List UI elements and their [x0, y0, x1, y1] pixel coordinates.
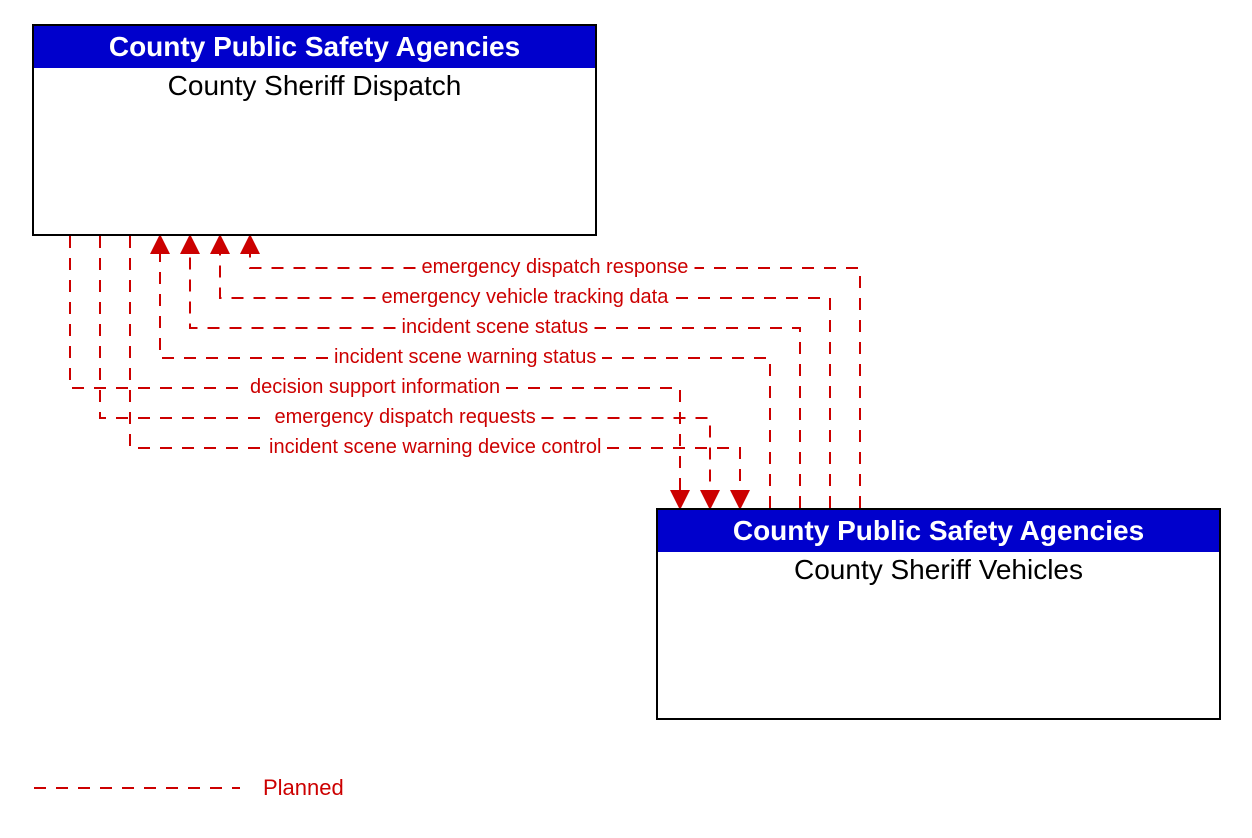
- diagram-canvas: County Public Safety Agencies County She…: [0, 0, 1252, 838]
- legend-label: Planned: [263, 775, 344, 801]
- legend-line-svg: [0, 0, 1252, 838]
